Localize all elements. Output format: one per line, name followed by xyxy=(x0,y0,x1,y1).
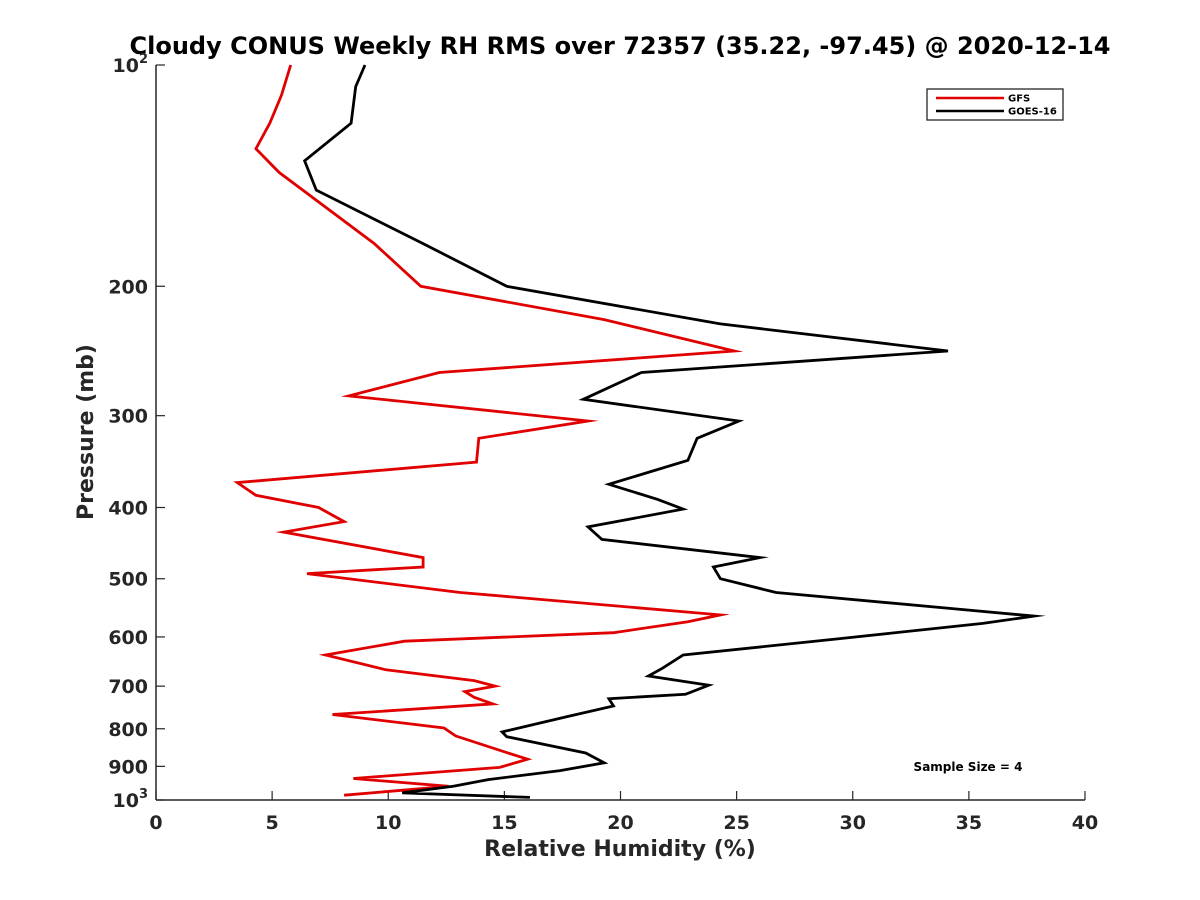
x-tick-label: 0 xyxy=(149,812,162,834)
x-axis-label: Relative Humidity (%) xyxy=(484,837,756,862)
x-tick-label: 5 xyxy=(266,812,279,834)
x-ticks: 0 5 10 15 20 25 30 35 40 xyxy=(149,791,1098,834)
legend-label-goes16: GOES-16 xyxy=(1008,107,1057,118)
plot-area xyxy=(155,65,1085,801)
x-tick-label: 20 xyxy=(607,812,633,834)
y-tick-label: 900 xyxy=(108,756,148,778)
y-tick-label: 800 xyxy=(108,719,148,741)
series-line-gfs xyxy=(233,64,744,797)
series-line-goes16 xyxy=(302,64,1046,799)
legend-box xyxy=(926,88,1064,121)
x-tick-label: 30 xyxy=(840,812,866,834)
x-tick-label: 40 xyxy=(1072,812,1098,834)
series-lines xyxy=(233,64,1046,799)
y-tick-label: 600 xyxy=(108,627,148,649)
y-ticks: 102 200 300 400 500 600 700 800 900 103 xyxy=(108,52,165,812)
x-tick-label: 10 xyxy=(375,812,401,834)
y-tick-label: 200 xyxy=(108,276,148,298)
y-tick-label: 400 xyxy=(108,498,148,520)
sample-size-annotation: Sample Size = 4 xyxy=(914,760,1023,774)
y-tick-label: 700 xyxy=(108,676,148,698)
y-tick-label: 300 xyxy=(108,406,148,428)
legend-label-gfs: GFS xyxy=(1008,94,1030,105)
y-axis-label: Pressure (mb) xyxy=(74,344,99,520)
x-tick-label: 15 xyxy=(491,812,517,834)
chart-title: Cloudy CONUS Weekly RH RMS over 72357 (3… xyxy=(130,32,1111,60)
legend: GFS GOES-16 xyxy=(926,88,1064,121)
x-tick-label: 35 xyxy=(956,812,982,834)
y-tick-label: 102 xyxy=(113,52,149,77)
y-tick-label: 103 xyxy=(113,787,149,812)
y-tick-label: 500 xyxy=(108,569,148,591)
x-tick-label: 25 xyxy=(723,812,749,834)
